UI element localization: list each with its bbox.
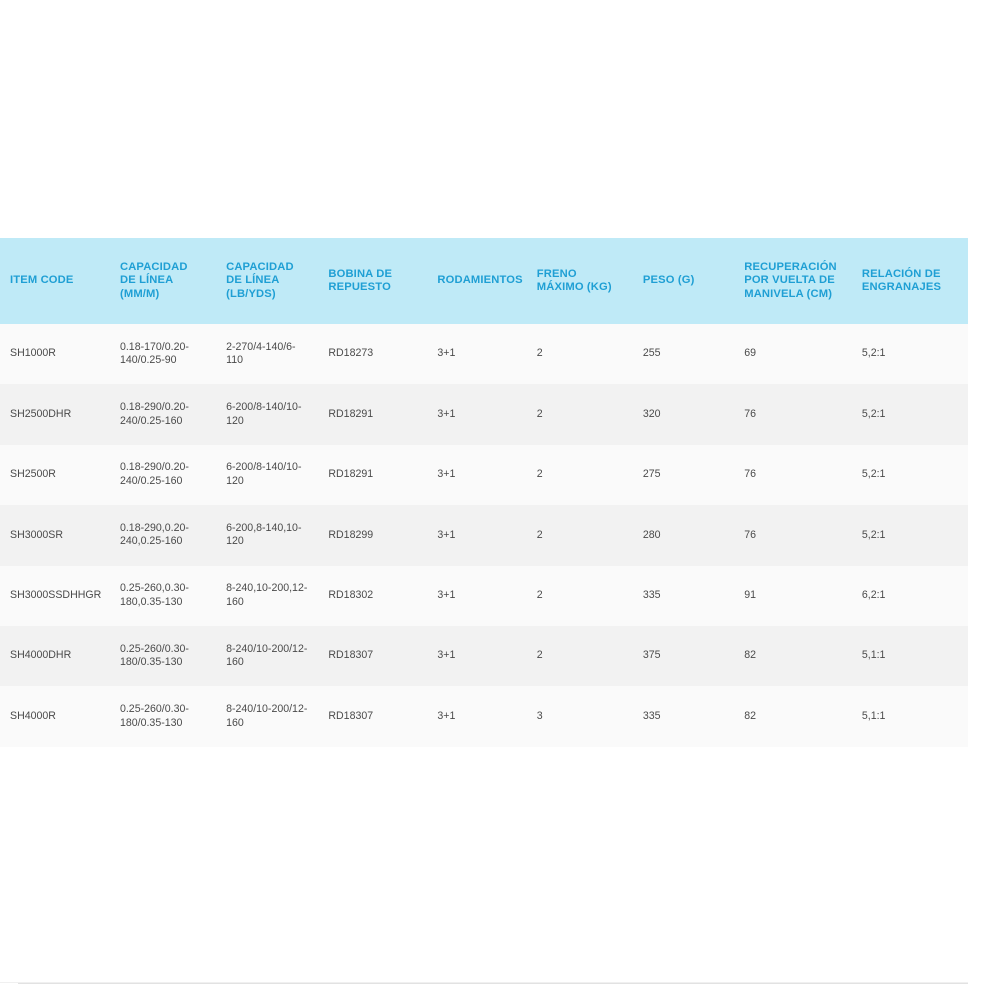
cell-spare_spool: RD18291	[328, 468, 374, 481]
column-header-item-code: ITEM CODE	[10, 274, 74, 287]
cell-line_capacity_lb: 8-240/10-200/12- 160	[226, 642, 308, 669]
cell-retrieve: 76	[744, 407, 756, 420]
table-row[interactable]: SH4000DHR 0.25-260/0.30- 180/0.35-130 8-24…	[0, 625, 968, 687]
cell-weight: 275	[642, 468, 661, 481]
cell-bearings: 3+1	[437, 589, 456, 601]
cell-weight: 335	[642, 709, 661, 722]
cell-bearings: 3+1	[437, 468, 456, 481]
cell-gear_ratio: 5,2:1	[861, 528, 886, 541]
cell-retrieve: 76	[744, 468, 756, 481]
cell-weight: 375	[642, 649, 661, 662]
table-header-row: ITEM CODE CAPACIDAD DE LÍNEA (MM/M) CAPA…	[0, 238, 968, 324]
cell-bearings: 3+1	[437, 649, 456, 662]
cell-retrieve: 76	[744, 528, 756, 541]
cell-gear_ratio: 5,1:1	[861, 649, 886, 662]
cell-line_capacity_lb: 8-240,10-200,12- 160	[226, 582, 308, 608]
cell-line_capacity_mm: 0.18-290/0.20- 240/0.25-160	[119, 461, 189, 487]
column-header-bearings: RODAMIENTOS	[437, 274, 523, 287]
cell-line_capacity_lb: 8-240/10-200/12- 160	[226, 703, 308, 729]
cell-line_capacity_mm: 0.25-260/0.30- 180/0.35-130	[119, 703, 189, 729]
cell-retrieve: 82	[744, 649, 756, 662]
cell-bearings: 3+1	[437, 347, 456, 360]
cell-item_code: SH2500DHR	[10, 407, 72, 420]
reel-specifications-table: ITEM CODE CAPACIDAD DE LÍNEA (MM/M) CAPA…	[0, 238, 968, 984]
cell-spare_spool: RD18299	[328, 528, 374, 541]
cell-bearings: 3+1	[437, 407, 456, 420]
cell-max_drag: 2	[536, 407, 543, 420]
cell-retrieve: 82	[744, 709, 756, 722]
cell-bearings: 3+1	[437, 709, 456, 722]
cell-line_capacity_mm: 0.25-260,0.30- 180,0.35-130	[119, 582, 189, 608]
cell-max_drag: 2	[536, 528, 543, 541]
cell-spare_spool: RD18307	[328, 709, 374, 722]
column-header-line-capacity-lb: CAPACIDAD DE LÍNEA (LB/YDS)	[226, 260, 294, 300]
cell-weight: 335	[642, 589, 661, 601]
cell-spare_spool: RD18273	[328, 347, 374, 360]
cell-item_code: SH3000SSDHHGR	[10, 589, 102, 601]
table-bottom-shadow	[18, 983, 968, 984]
cell-spare_spool: RD18307	[328, 649, 374, 662]
column-header-retrieve: RECUPERACIÓN POR VUELTA DE MANIVELA (CM)	[744, 260, 837, 300]
column-header-spare-spool: BOBINA DE REPUESTO	[328, 267, 393, 294]
cell-gear_ratio: 5,2:1	[861, 407, 886, 420]
cell-item_code: SH4000R	[10, 709, 56, 722]
cell-item_code: SH4000DHR	[10, 649, 72, 662]
cell-weight: 320	[642, 407, 661, 420]
cell-retrieve: 91	[744, 589, 756, 601]
cell-max_drag: 2	[536, 589, 543, 601]
cell-gear_ratio: 5,2:1	[861, 468, 886, 481]
table-row[interactable]: SH1000R 0.18-170/0.20- 140/0.25-90 2-270/4…	[0, 324, 968, 385]
table-row[interactable]: SH2500R 0.18-290/0.20- 240/0.25-160 6-200/…	[0, 444, 968, 506]
cell-line_capacity_lb: 6-200,8-140,10- 120	[226, 521, 302, 548]
cell-line_capacity_lb: 2-270/4-140/6- 110	[226, 340, 296, 367]
cell-line_capacity_lb: 6-200/8-140/10- 120	[226, 401, 302, 427]
cell-gear_ratio: 5,2:1	[861, 347, 886, 360]
cell-weight: 255	[642, 347, 661, 360]
column-header-weight: PESO (G)	[642, 274, 695, 287]
cell-max_drag: 3	[536, 709, 543, 722]
table-body: SH1000R 0.18-170/0.20- 140/0.25-90 2-270/4…	[0, 324, 968, 747]
table-row[interactable]: SH4000R 0.25-260/0.30- 180/0.35-130 8-240/…	[0, 686, 968, 747]
column-header-max-drag: FRENO MÁXIMO (KG)	[536, 267, 612, 294]
table-row[interactable]: SH2500DHR 0.18-290/0.20- 240/0.25-160 6-20…	[0, 384, 968, 445]
cell-weight: 280	[642, 528, 661, 541]
cell-gear_ratio: 5,1:1	[861, 709, 886, 722]
table-row[interactable]: SH3000SSDHHGR 0.25-260,0.30- 180,0.35-130…	[0, 565, 968, 626]
cell-max_drag: 2	[536, 649, 543, 662]
cell-retrieve: 69	[744, 347, 756, 360]
table-row[interactable]: SH3000SR 0.18-290,0.20- 240,0.25-160 6-200…	[0, 505, 968, 566]
column-header-gear-ratio: RELACIÓN DE ENGRANAJES	[861, 267, 942, 294]
cell-line_capacity_mm: 0.25-260/0.30- 180/0.35-130	[119, 642, 189, 669]
column-header-line-capacity-mm: CAPACIDAD DE LÍNEA (MM/M)	[119, 260, 188, 300]
cell-gear_ratio: 6,2:1	[861, 589, 886, 601]
cell-line_capacity_mm: 0.18-290,0.20- 240,0.25-160	[119, 521, 189, 548]
cell-line_capacity_mm: 0.18-290/0.20- 240/0.25-160	[119, 401, 189, 427]
cell-spare_spool: RD18302	[328, 589, 374, 601]
cell-item_code: SH3000SR	[10, 528, 63, 541]
cell-max_drag: 2	[536, 468, 543, 481]
cell-item_code: SH2500R	[10, 468, 56, 481]
cell-bearings: 3+1	[437, 528, 456, 541]
cell-line_capacity_lb: 6-200/8-140/10- 120	[226, 461, 302, 487]
cell-item_code: SH1000R	[10, 347, 56, 360]
cell-max_drag: 2	[536, 347, 543, 360]
cell-spare_spool: RD18291	[328, 407, 374, 420]
table-bottom-edge	[0, 982, 968, 983]
cell-line_capacity_mm: 0.18-170/0.20- 140/0.25-90	[119, 340, 189, 367]
